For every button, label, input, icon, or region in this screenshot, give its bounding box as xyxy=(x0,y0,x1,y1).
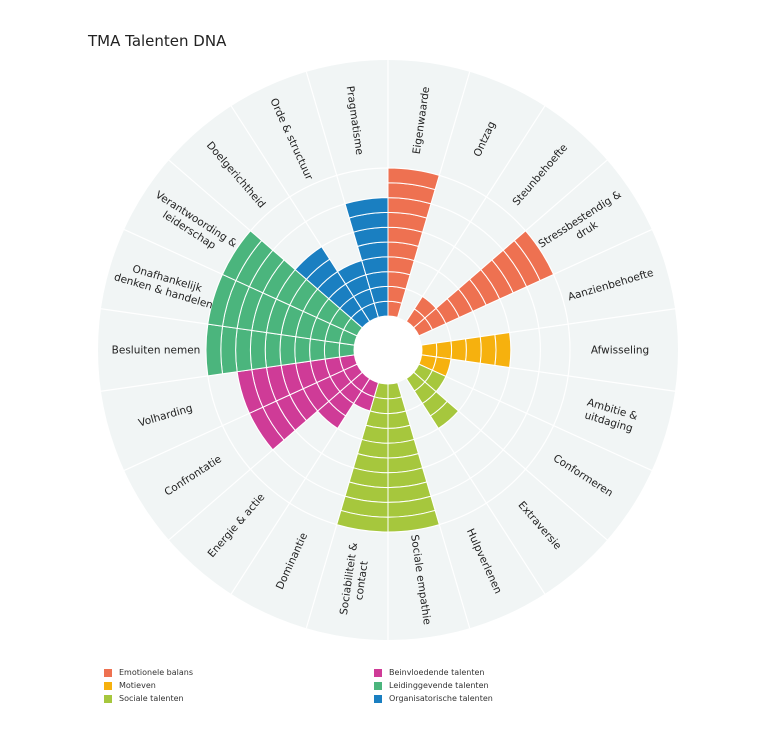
bar-segment xyxy=(294,336,311,364)
bar-sociabiliteit-contact xyxy=(336,382,389,533)
bar-segment xyxy=(279,334,297,366)
bar-segment xyxy=(221,230,263,282)
bar-segment xyxy=(465,336,482,364)
bar-segment xyxy=(494,331,512,369)
legend-swatch xyxy=(374,668,382,677)
talent-polar-chart: Eigenwaarde OntzagSteunbehoefteStressbest… xyxy=(98,60,678,640)
legend-item-organisatorisch: Organisatorische talenten xyxy=(374,692,493,705)
bar-segment xyxy=(220,325,238,375)
bar-verantwoording-leiderschap xyxy=(221,230,364,337)
bar-orde-structuur xyxy=(336,259,380,323)
bar-eigenwaarde xyxy=(387,167,440,318)
legend-item-sociaal: Sociale talenten xyxy=(104,692,193,705)
category-label: Besluiten nemen xyxy=(112,345,201,357)
legend-right: Beinvloedende talenten Leidinggevende tal… xyxy=(374,666,493,705)
bar-segment xyxy=(336,509,389,533)
bar-segment xyxy=(264,331,282,369)
bar-volharding xyxy=(236,354,358,414)
legend-item-motieven: Motieven xyxy=(104,679,193,692)
bar-stressbestendig-druk xyxy=(412,230,555,337)
legend-label: Sociale talenten xyxy=(119,694,184,703)
legend-label: Beinvloedende talenten xyxy=(389,668,485,677)
bar-segment xyxy=(435,340,453,360)
legend-swatch xyxy=(104,694,112,703)
legend-item-emotioneel: Emotionele balans xyxy=(104,666,193,679)
bar-segment xyxy=(309,338,326,362)
legend-label: Motieven xyxy=(119,681,156,690)
bar-doelgerichtheid xyxy=(294,246,371,329)
chart-title: TMA Talenten DNA xyxy=(88,32,227,50)
legend-left: Emotionele balans Motieven Sociale talente… xyxy=(104,666,193,705)
legend-item-leidinggevend: Leidinggevende talenten xyxy=(374,679,493,692)
legend-swatch xyxy=(104,681,112,690)
bar-segment xyxy=(387,167,440,191)
legend-label: Emotionele balans xyxy=(119,668,194,677)
legend-swatch xyxy=(104,668,112,677)
bar-segment xyxy=(205,323,224,377)
legend-swatch xyxy=(374,681,382,690)
bar-extraversie xyxy=(405,371,460,430)
category-label: Afwisseling xyxy=(591,345,649,357)
legend-item-beinvloedend: Beinvloedende talenten xyxy=(374,666,493,679)
legend-label: Leidinggevende talenten xyxy=(389,681,489,690)
bar-segment xyxy=(294,246,331,280)
bar-segment xyxy=(249,329,268,371)
bar-segment xyxy=(513,230,555,282)
bar-segment xyxy=(479,334,497,366)
legend-swatch xyxy=(374,694,382,703)
bar-segment xyxy=(344,197,389,219)
bar-segment xyxy=(235,327,253,373)
bar-segment xyxy=(450,338,467,362)
bar-segment xyxy=(323,340,341,360)
bar-afwisseling xyxy=(421,331,512,369)
legend-label: Organisatorische talenten xyxy=(389,694,493,703)
center-hole xyxy=(354,316,422,384)
bar-segment xyxy=(429,400,460,430)
bar-besluiten-nemen xyxy=(205,323,355,377)
